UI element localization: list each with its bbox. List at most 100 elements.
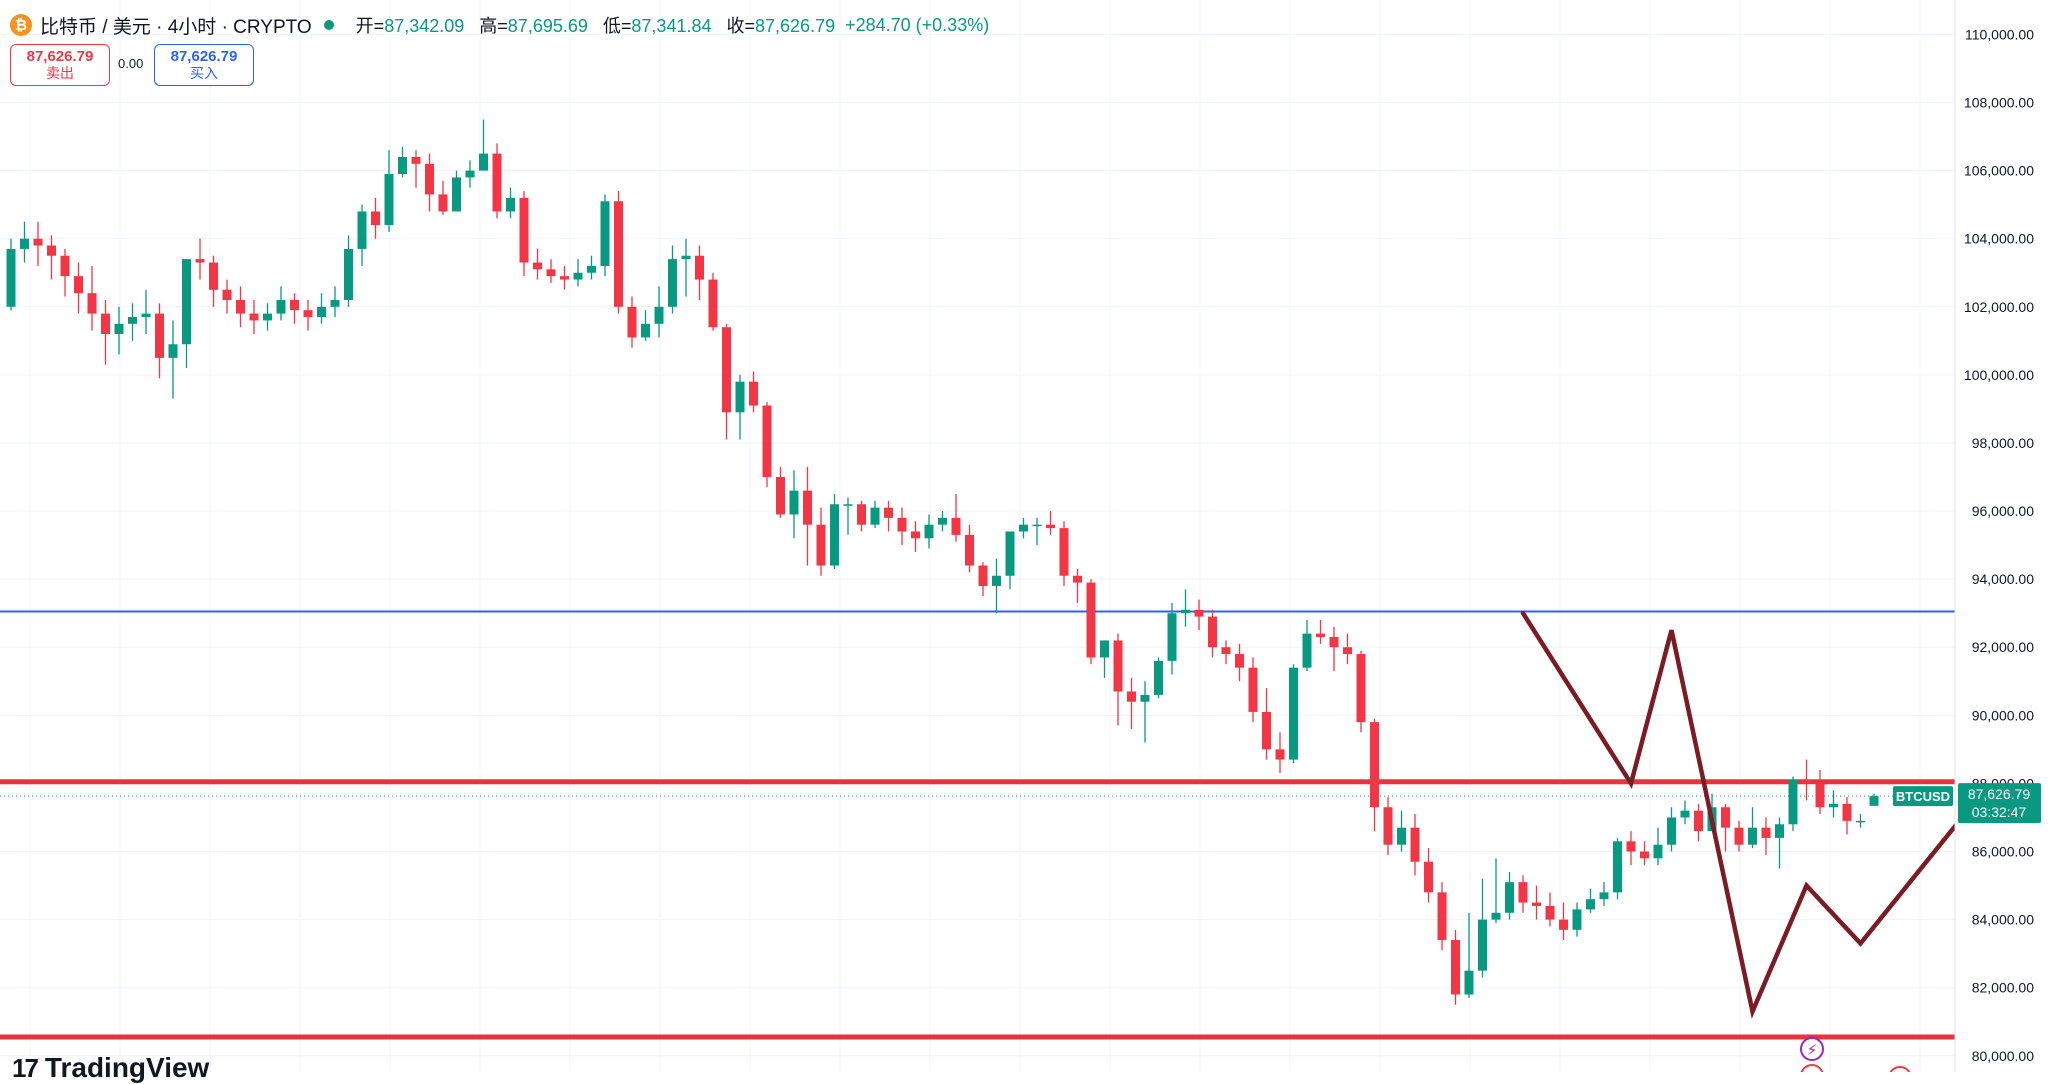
candle [614,191,623,314]
candle [47,235,56,279]
candle-body [1816,783,1825,807]
price-axis[interactable]: 110,000.00108,000.00106,000.00104,000.00… [1955,0,2060,1072]
candle [1235,644,1244,681]
candle-body [1640,852,1649,859]
candle-body [479,154,488,171]
candle-body [1222,647,1231,654]
candle [668,246,677,314]
candle [398,147,407,178]
sell-button[interactable]: 87,626.79 卖出 [10,44,110,86]
candle-body [7,249,16,307]
candle [898,508,907,545]
candle [155,303,164,378]
candle [1802,760,1811,801]
candle-body [1397,828,1406,845]
candle [1384,797,1393,855]
candle [1492,858,1501,923]
y-tick-label: 102,000.00 [1964,299,2034,315]
candle-body [830,504,839,565]
candle-body [439,194,448,211]
candle-body [317,307,326,317]
candle-body [1127,692,1136,702]
candle-body [952,518,961,535]
y-tick-label: 108,000.00 [1964,95,2034,111]
high-label: 高= [479,16,508,36]
candle-body [1316,634,1325,637]
candle-body [628,307,637,338]
candle-body [1303,634,1312,668]
candle-body [668,259,677,307]
candle [1721,804,1730,852]
candle [128,303,137,340]
event-icon[interactable] [1889,1067,1911,1072]
candle-body [1721,807,1730,827]
candle-body [452,177,461,211]
close-value: 87,626.79 [755,16,835,36]
candle-body [1546,906,1555,920]
high-value: 87,695.69 [508,16,588,36]
buy-button[interactable]: 87,626.79 买入 [154,44,254,86]
candle-body [1505,882,1514,913]
candle-body [709,280,718,328]
candle-body [506,198,515,212]
candle [169,320,178,398]
candle [277,286,286,320]
candle-body [250,314,259,321]
symbol-title[interactable]: 比特币 / 美元 · 4小时 · CRYPTO [40,12,312,39]
candle-body [1019,525,1028,532]
spread-value: 0.00 [118,56,143,71]
candle-series [7,120,1879,1005]
candle-body [209,263,218,290]
bottom-event-icons[interactable]: ⚡ [1801,1038,1911,1072]
tradingview-logo[interactable]: 17 TradingView [12,1052,209,1084]
candle [965,525,974,573]
bitcoin-icon[interactable]: ₿ [10,14,32,36]
candle [830,494,839,569]
sell-label: 卖出 [46,65,74,82]
candle [844,497,853,534]
candle-body [1735,828,1744,845]
candle-body [1465,971,1474,995]
candle-body [817,525,826,566]
candle [425,154,434,212]
candle [1748,807,1757,848]
event-icon[interactable] [1801,1065,1823,1072]
candle-body [992,576,1001,586]
candle [1654,828,1663,865]
candle-body [1586,899,1595,909]
y-tick-label: 86,000.00 [1972,844,2034,860]
candle [1438,882,1447,950]
candle-body [331,300,340,307]
candle-body [925,525,934,539]
candle-body [304,310,313,317]
candle [412,150,421,187]
candle [250,300,259,334]
candle [1465,913,1474,998]
candle-body [128,317,137,324]
candle-body [1330,637,1339,647]
candle [911,521,920,552]
candle-body [1694,811,1703,831]
y-tick-label: 96,000.00 [1972,503,2034,519]
candle-body [493,154,502,212]
candle-body [344,249,353,300]
candle-body [844,504,853,506]
candle-body [614,201,623,307]
candle [115,307,124,355]
y-tick-label: 84,000.00 [1972,912,2034,928]
chart-grid [0,0,1955,1072]
candle [1775,817,1784,868]
candle-body [1208,617,1217,648]
candle-body [1775,824,1784,838]
candle-body [1370,722,1379,807]
candle [452,171,461,212]
y-tick-label: 90,000.00 [1972,707,2034,723]
candle [1681,800,1690,824]
candle [1330,627,1339,671]
candle-body [1627,841,1636,851]
candle-body [1033,525,1042,527]
candle-body [1100,640,1109,657]
candle-body [1478,920,1487,971]
y-tick-label: 82,000.00 [1972,980,2034,996]
